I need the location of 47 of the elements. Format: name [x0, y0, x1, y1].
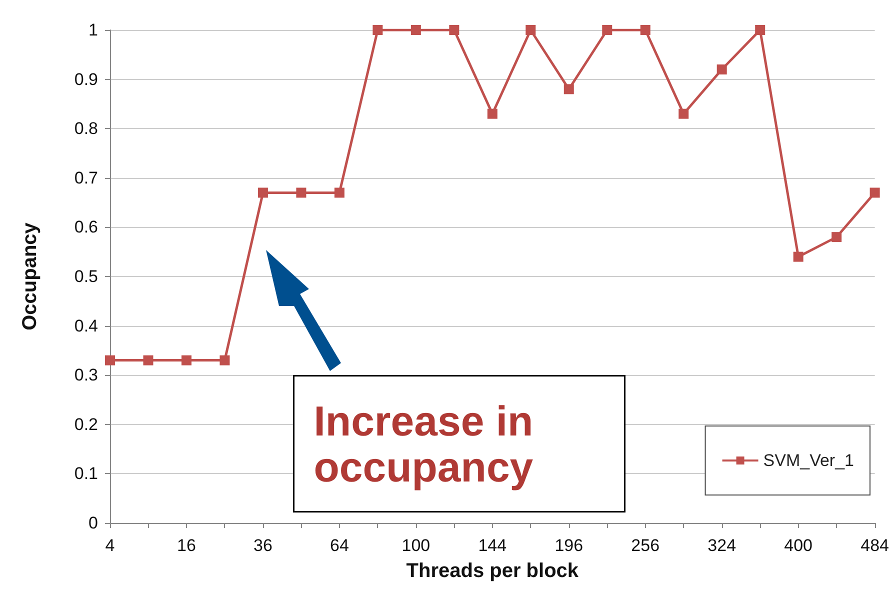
point — [755, 25, 766, 35]
x-axis-title: Threads per block — [406, 560, 580, 582]
point — [716, 64, 727, 74]
y-tick-label: 0.2 — [74, 414, 98, 434]
point — [410, 25, 421, 35]
point — [602, 25, 612, 35]
point — [220, 355, 230, 366]
point — [105, 355, 115, 366]
legend-label: SVM_Ver_1 — [763, 451, 854, 470]
y-tick-label: 1 — [88, 20, 98, 40]
y-tick-label: 0.8 — [74, 119, 98, 138]
y-tick-label: 0.4 — [74, 316, 98, 336]
x-tick-label: 400 — [784, 536, 813, 555]
x-tick-label: 16 — [177, 536, 196, 555]
point — [181, 355, 192, 366]
point — [449, 25, 460, 35]
x-tick-label: 36 — [254, 536, 272, 555]
x-tick-label: 4 — [105, 536, 115, 555]
x-tick-label: 324 — [708, 536, 736, 555]
point — [870, 188, 880, 198]
y-tick-label: 0.5 — [74, 267, 98, 286]
annotation: Increase in occupancy — [314, 397, 534, 490]
y-tick-label: 0.7 — [74, 168, 98, 188]
y-tick-label: 0.3 — [74, 366, 98, 385]
y-tick-label: 0 — [88, 514, 98, 532]
x-tick-label: 100 — [402, 536, 430, 555]
point — [526, 25, 536, 35]
x-tick-label: 144 — [478, 536, 507, 555]
point — [487, 108, 498, 119]
x-tick-label: 484 — [860, 536, 890, 555]
y-axis-title: Occupancy — [19, 222, 41, 330]
point — [296, 188, 306, 198]
x-tick-label: 196 — [554, 536, 584, 555]
y-tick-label: 0.6 — [74, 218, 98, 237]
y-tick-label: 0.9 — [74, 70, 98, 89]
point — [640, 25, 650, 35]
point — [143, 355, 154, 366]
point — [793, 252, 804, 262]
point — [258, 188, 268, 198]
x-tick-label: 64 — [330, 536, 349, 555]
point — [372, 25, 383, 35]
x-tick-label: 256 — [631, 536, 660, 555]
y-tick-label: 0.1 — [74, 464, 98, 484]
point — [334, 188, 344, 198]
point — [678, 108, 689, 119]
point — [564, 84, 574, 94]
point — [832, 232, 842, 242]
